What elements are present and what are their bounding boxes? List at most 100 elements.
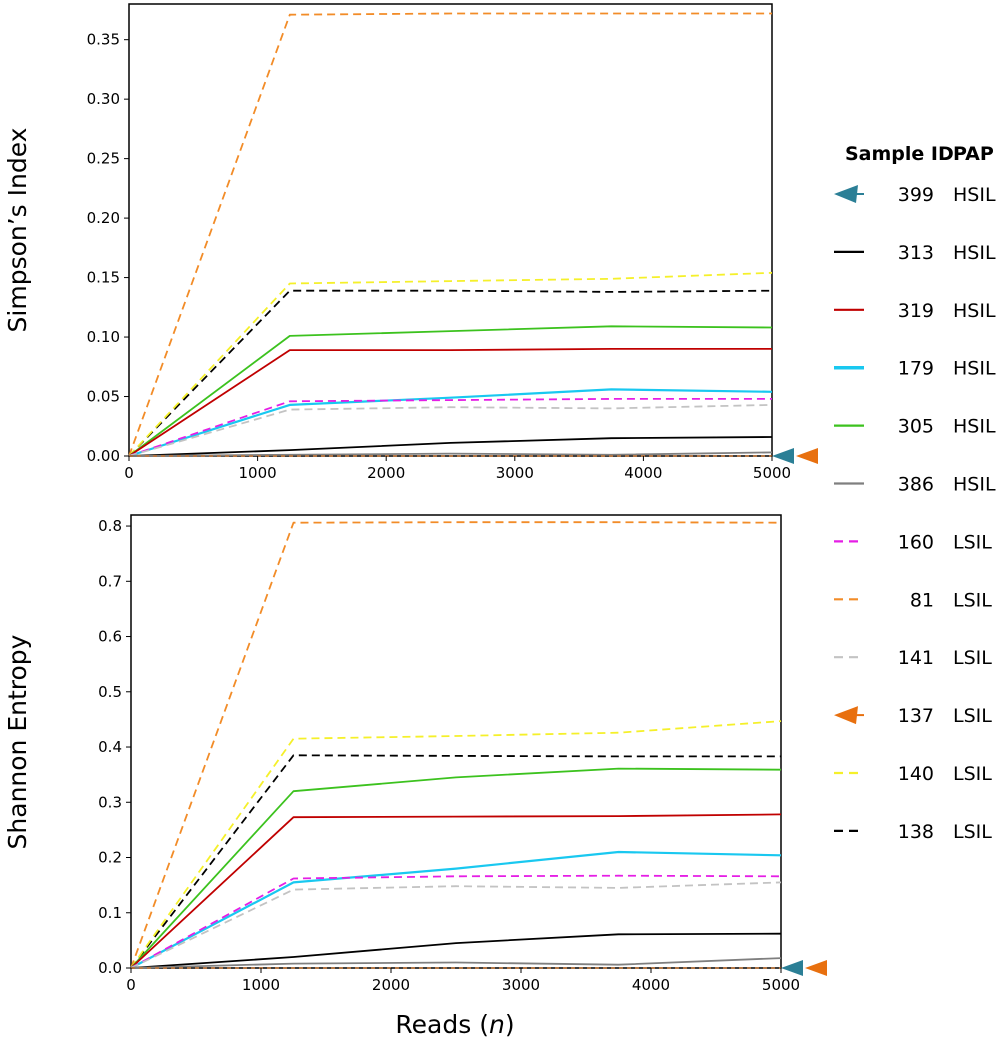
legend-sample-id: 81: [910, 589, 934, 611]
legend-swatch-137: [834, 706, 858, 725]
series-line-313: [128, 436, 773, 457]
x-tick-label: 2000: [372, 976, 410, 994]
x-tick-label: 4000: [624, 464, 662, 482]
legend-item-319: 319 HSIL: [834, 300, 996, 322]
legend-sample-id: 386: [898, 474, 934, 496]
x-tick-label: 2000: [367, 464, 405, 482]
shannon-y-axis-label: Shannon Entropy: [3, 634, 32, 849]
legend-sample-id: 140: [898, 763, 934, 785]
simpson-y-axis-label: Simpson’s Index: [3, 128, 32, 333]
y-tick-label: 0.4: [98, 738, 122, 756]
x-axis-label: Reads (n): [395, 1010, 514, 1039]
legend-swatch-399: [834, 185, 858, 203]
legend-item-141: 141 LSIL: [834, 647, 992, 669]
y-tick-label: 0.2: [98, 849, 122, 867]
x-tick-label: 3000: [502, 976, 540, 994]
legend-pap: HSIL: [953, 300, 996, 322]
legend-sample-id: 141: [898, 647, 934, 669]
series-line-179: [128, 388, 773, 458]
series-line-386: [128, 451, 773, 457]
series-line-319: [128, 347, 772, 457]
series-line-140: [130, 720, 782, 969]
y-tick-label: 0.0: [98, 959, 122, 977]
legend-pap: LSIL: [953, 821, 992, 843]
series-line-160: [130, 874, 782, 969]
y-tick-label: 0.8: [98, 517, 122, 535]
legend-item-81: 81 LSIL: [834, 589, 992, 611]
y-tick-label: 0.15: [87, 269, 120, 287]
y-tick-label: 0.25: [87, 150, 120, 168]
marker-399-arrow: [781, 960, 803, 976]
legend-item-137: 137 LSIL: [834, 705, 992, 727]
y-tick-label: 0.05: [87, 388, 120, 406]
y-tick-label: 0.00: [87, 447, 120, 465]
legend-pap: LSIL: [953, 531, 992, 553]
legend-header-sample-id: Sample ID: [845, 143, 954, 165]
legend-sample-id: 138: [898, 821, 934, 843]
y-tick-label: 0.1: [98, 904, 122, 922]
legend-pap: LSIL: [953, 647, 992, 669]
x-tick-label: 3000: [496, 464, 534, 482]
series-line-305: [128, 325, 773, 457]
series-line-141: [130, 881, 782, 969]
legend-pap: LSIL: [953, 705, 992, 727]
series-line-305: [130, 767, 782, 969]
legend-item-140: 140 LSIL: [834, 763, 992, 785]
legend-pap: HSIL: [953, 474, 996, 496]
legend-item-386: 386 HSIL: [834, 474, 996, 496]
series-line-138: [130, 754, 781, 969]
x-tick-label: 4000: [632, 976, 670, 994]
legend-item-138: 138 LSIL: [834, 821, 992, 843]
marker-399-arrow: [772, 448, 794, 464]
y-tick-label: 0.35: [87, 31, 120, 49]
legend-sample-id: 313: [898, 242, 934, 264]
legend-sample-id: 399: [898, 184, 934, 206]
legend-sample-id: 179: [898, 358, 934, 380]
y-tick-label: 0.30: [87, 90, 120, 108]
legend-item-179: 179 HSIL: [834, 358, 996, 380]
marker-137-arrow: [805, 960, 827, 976]
y-tick-label: 0.6: [98, 628, 122, 646]
x-tick-label: 0: [126, 976, 136, 994]
legend-pap: HSIL: [953, 416, 996, 438]
series-line-313: [130, 932, 782, 969]
legend-item-160: 160 LSIL: [834, 531, 992, 553]
legend-pap: LSIL: [953, 589, 992, 611]
series-line-386: [130, 957, 782, 969]
series-line-160: [128, 397, 772, 457]
legend-sample-id: 305: [898, 416, 934, 438]
legend-item-399: 399 HSIL: [834, 184, 996, 206]
y-tick-label: 0.5: [98, 683, 122, 701]
y-tick-label: 0.20: [87, 209, 120, 227]
series-line-319: [130, 813, 782, 969]
series-line-138: [128, 289, 773, 457]
legend-item-305: 305 HSIL: [834, 416, 996, 438]
legend-pap: HSIL: [953, 358, 996, 380]
simpson-plot-frame: [128, 3, 773, 457]
legend-sample-id: 137: [898, 705, 934, 727]
legend-item-313: 313 HSIL: [834, 242, 996, 264]
y-tick-label: 0.7: [98, 572, 122, 590]
legend-pap: LSIL: [953, 763, 992, 785]
legend-header-pap: PAP: [953, 143, 994, 165]
series-line-81: [128, 12, 772, 457]
legend: Sample ID PAP 399 HSIL 313 HSIL 319 HSIL 179 HS…: [834, 143, 996, 843]
y-tick-label: 0.10: [87, 328, 120, 346]
x-tick-label: 5000: [753, 464, 791, 482]
series-line-140: [128, 271, 773, 457]
x-tick-label: 1000: [239, 464, 277, 482]
legend-pap: HSIL: [953, 242, 996, 264]
legend-sample-id: 160: [898, 531, 934, 553]
shannon-panel: 0.0 0.1 0.2 0.3 0.4 0.5 0.6 0.7 0.8 0 1000 2000 300…: [3, 514, 827, 994]
shannon-plot-frame: [130, 514, 782, 969]
marker-137-arrow: [796, 448, 818, 464]
simpson-panel: 0.00 0.05 0.10 0.15 0.20 0.25 0.30 0.35 0 1000 20…: [3, 3, 818, 482]
x-tick-label: 5000: [762, 976, 800, 994]
x-tick-label: 0: [124, 464, 134, 482]
y-tick-label: 0.3: [98, 793, 122, 811]
legend-sample-id: 319: [898, 300, 934, 322]
series-line-141: [128, 404, 773, 457]
series-line-81: [130, 521, 782, 969]
legend-pap: HSIL: [953, 184, 996, 206]
